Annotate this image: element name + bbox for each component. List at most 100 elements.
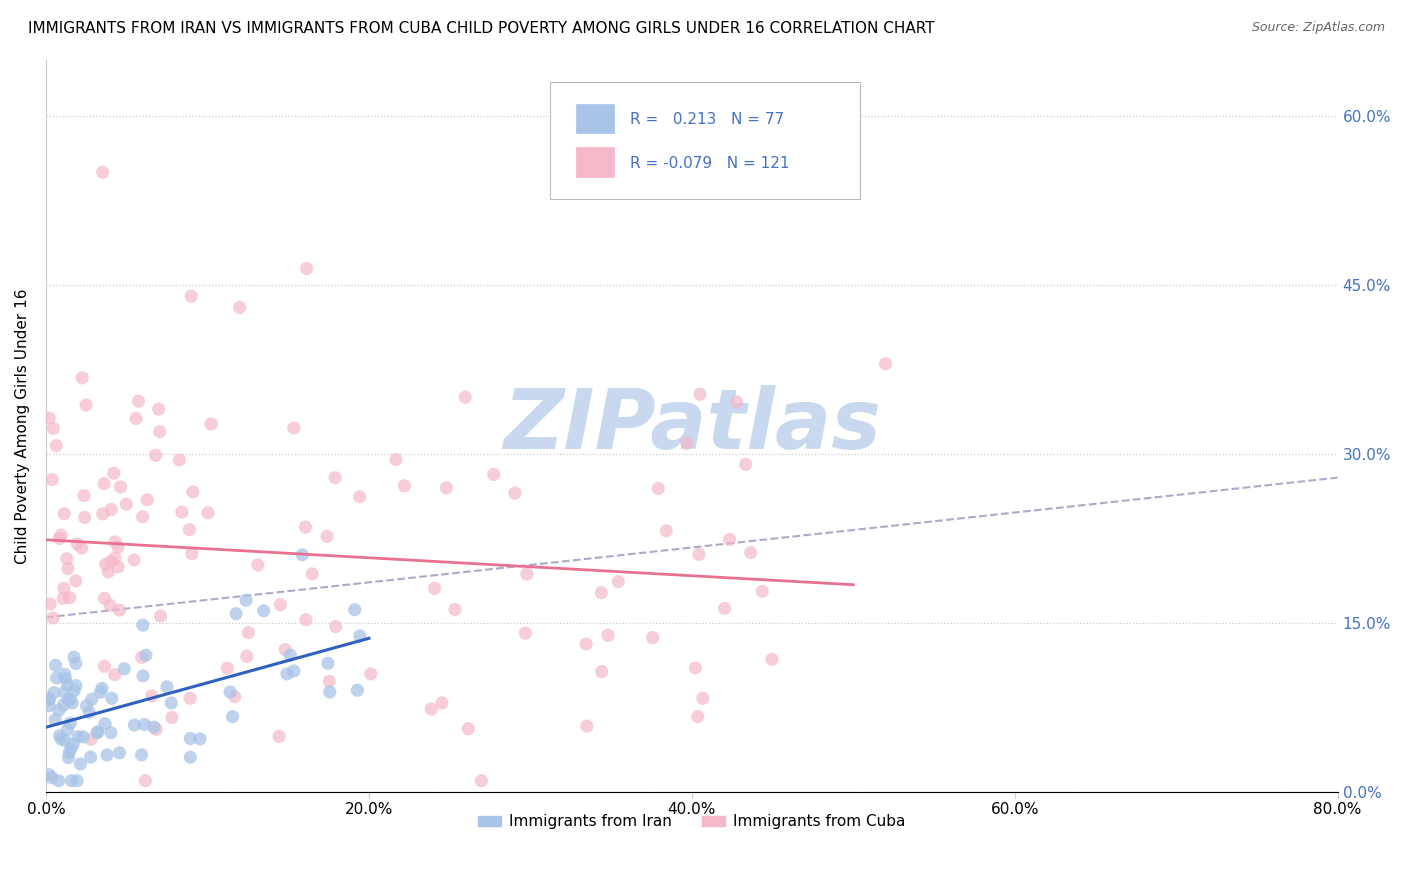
Point [49,528,72,542]
Point [41,771,63,785]
Point [48,773,70,788]
Point [136,492,159,507]
Point [689,387,711,401]
Point [131,509,153,524]
Point [688,548,710,562]
Point [516,567,538,582]
Point [179,691,201,706]
Point [685,661,707,675]
Point [132,669,155,683]
Point [53,507,76,521]
Point [56,561,79,575]
Point [149,609,172,624]
Bar [575,147,614,177]
Point [156,680,179,694]
Point [69,756,91,771]
Point [124,718,146,732]
Point [97,565,120,579]
Point [58,746,80,760]
Point [280,648,302,663]
Point [53,733,76,747]
Point [52,581,75,595]
Point [100,725,122,739]
Point [318,674,340,689]
Point [180,547,202,561]
Point [56,723,79,737]
Point [94,558,117,572]
Point [253,604,276,618]
Point [59,716,82,731]
Point [143,720,166,734]
Point [349,490,371,504]
Point [179,750,201,764]
Point [59,742,82,756]
Text: R =   0.213   N = 77: R = 0.213 N = 77 [630,112,785,128]
Point [60,773,83,788]
Point [269,598,291,612]
Point [325,619,347,633]
Point [225,607,247,621]
Point [38,691,60,706]
Point [160,710,183,724]
Point [675,436,697,450]
Point [575,719,598,733]
Point [169,453,191,467]
Point [179,731,201,746]
Point [93,476,115,491]
Point [48,532,70,546]
Point [283,664,305,678]
Point [343,603,366,617]
Text: ZIPatlas: ZIPatlas [503,385,880,467]
Point [63,683,86,698]
Point [713,601,735,615]
Point [77,706,100,720]
Point [48,703,70,717]
Point [188,731,211,746]
Point [725,395,748,409]
Point [100,502,122,516]
Point [319,685,342,699]
Point [93,591,115,606]
Point [641,631,664,645]
Point [98,599,121,613]
Point [219,685,242,699]
Text: Source: ZipAtlas.com: Source: ZipAtlas.com [1251,21,1385,34]
Point [575,637,598,651]
Point [38,768,60,782]
Point [72,730,94,744]
Bar [575,103,614,133]
Point [122,553,145,567]
Point [394,479,416,493]
Point [596,628,619,642]
Point [217,661,239,675]
Point [181,484,204,499]
Point [63,650,86,665]
Point [56,678,79,692]
Point [135,648,157,663]
Point [482,467,505,482]
Point [65,574,87,588]
Point [108,603,131,617]
Text: R = -0.079   N = 121: R = -0.079 N = 121 [630,156,789,171]
Point [734,458,756,472]
Point [91,681,114,696]
Point [457,722,479,736]
Point [295,261,318,276]
Point [221,709,243,723]
Point [104,534,127,549]
Point [51,731,73,746]
Point [103,466,125,480]
Point [503,486,526,500]
Point [276,666,298,681]
Point [385,452,408,467]
Point [53,685,76,699]
Point [224,690,246,704]
Point [91,165,114,179]
Point [100,691,122,706]
Point [93,659,115,673]
Point [56,692,79,706]
Point [686,709,709,723]
Point [96,747,118,762]
Point [148,402,170,417]
Point [236,649,259,664]
